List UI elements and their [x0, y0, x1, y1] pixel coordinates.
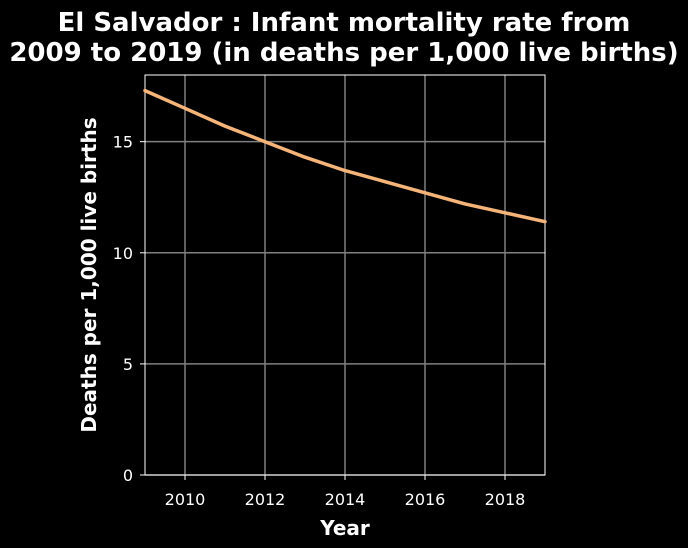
y-tick-label: 10: [113, 244, 133, 263]
data-point: [223, 124, 227, 128]
data-point: [183, 106, 187, 110]
data-point: [423, 191, 427, 195]
x-tick-label: 2016: [405, 490, 446, 509]
data-point: [543, 220, 547, 224]
gridlines: [145, 75, 545, 476]
data-point: [143, 89, 147, 93]
x-axis-title: Year: [319, 516, 370, 540]
tick-labels: 2010 2012 2014 2016 2018 0 5 10 15: [113, 133, 526, 509]
x-tick-label: 2010: [165, 490, 206, 509]
chart-title-line-2: 2009 to 2019 (in deaths per 1,000 live b…: [9, 38, 678, 68]
y-tick-label: 5: [123, 355, 133, 374]
data-point: [463, 202, 467, 206]
y-axis-title: Deaths per 1,000 live births: [77, 117, 101, 432]
x-tick-label: 2012: [245, 490, 286, 509]
data-point: [383, 180, 387, 184]
chart-title-line-1: El Salvador : Infant mortality rate from: [58, 8, 631, 38]
y-tick-label: 15: [113, 133, 133, 152]
data-point: [503, 211, 507, 215]
data-point: [343, 169, 347, 173]
x-tick-label: 2014: [325, 490, 366, 509]
x-tick-label: 2018: [485, 490, 526, 509]
data-point: [263, 140, 267, 144]
data-point: [303, 155, 307, 159]
y-tick-label: 0: [123, 466, 133, 485]
series-layer: [143, 88, 547, 224]
